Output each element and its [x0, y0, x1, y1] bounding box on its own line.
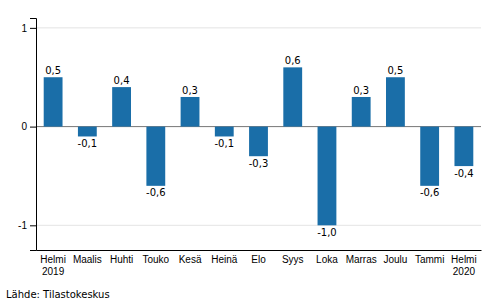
grid-line [36, 225, 481, 226]
y-tick: 0 [21, 121, 36, 132]
bar [420, 127, 439, 186]
x-tick-label-line: Loka [316, 254, 338, 265]
x-tick: Syys [282, 250, 304, 265]
x-tick-label-line: Kesä [179, 254, 202, 265]
y-tick-mark [30, 28, 36, 29]
bar [181, 97, 200, 127]
x-tick-label: Kesä [179, 254, 202, 265]
bar [318, 127, 337, 226]
x-tick-label: Elo [251, 254, 266, 265]
x-tick: Maalis [73, 250, 102, 265]
x-tick-label: Maalis [73, 254, 102, 265]
x-tick-label: Huhti [110, 254, 133, 265]
data-label: 0,5 [45, 65, 61, 76]
bar [386, 77, 405, 126]
x-tick-label: Touko [142, 254, 169, 265]
x-axis-line [37, 250, 482, 251]
x-tick-label: Loka [316, 254, 338, 265]
data-label: 0,4 [114, 75, 130, 86]
chart: -101Helmi2019MaalisHuhtiToukoKesäHeinäEl… [0, 0, 493, 304]
x-tick-label: Heinä [211, 254, 238, 265]
x-tick-label: Marras [346, 254, 377, 265]
x-tick: Helmi2020 [451, 250, 477, 277]
x-tick-label: Tammi [415, 254, 444, 265]
bar [215, 127, 234, 137]
x-tick-label-line: Huhti [110, 254, 133, 265]
bar [283, 67, 302, 126]
source: Lähde: Tilastokeskus [6, 289, 110, 300]
x-tick-label-line: Marras [346, 254, 377, 265]
data-label: -0,6 [146, 187, 166, 198]
bar [44, 77, 63, 126]
grid [36, 28, 481, 225]
grid-line [36, 27, 481, 28]
x-tick-label-line: Helmi [40, 254, 66, 265]
data-label: -0,6 [420, 187, 440, 198]
bar [78, 127, 97, 137]
data-label: 0,6 [285, 55, 301, 66]
data-label: -0,4 [454, 168, 474, 179]
x-tick-label: Syys [282, 254, 304, 265]
x-tick-label-line: 2019 [42, 266, 65, 277]
x-tick: Joulu [383, 250, 407, 265]
data-label: -0,3 [249, 158, 269, 169]
x-tick-label-line: Joulu [383, 254, 407, 265]
bar [352, 97, 371, 127]
bars [44, 67, 474, 225]
x-tick: Huhti [110, 250, 133, 265]
x-tick-label-line: Syys [282, 254, 304, 265]
x-tick-label-line: Tammi [415, 254, 444, 265]
x-tick-label: Helmi2020 [451, 254, 477, 277]
x-tick: Tammi [415, 250, 444, 265]
x-tick-label-line: Elo [251, 254, 266, 265]
x-tick: Elo [251, 250, 266, 265]
y-tick-label: -1 [18, 220, 27, 231]
data-label: -0,1 [78, 138, 98, 149]
x-tick: Touko [142, 250, 169, 265]
bar [454, 127, 473, 166]
x-tick: Loka [316, 250, 338, 265]
x-tick-label: Joulu [383, 254, 407, 265]
data-label: -0,1 [215, 138, 235, 149]
x-tick: Marras [346, 250, 377, 265]
x-tick-label-line: Maalis [73, 254, 102, 265]
y-axis-line [30, 19, 37, 251]
bar [112, 87, 131, 126]
x-tick-label-line: Heinä [211, 254, 238, 265]
data-label: 0,3 [353, 85, 369, 96]
y-tick-mark [30, 225, 36, 226]
y-tick-mark [30, 127, 36, 128]
x-axis: Helmi2019MaalisHuhtiToukoKesäHeinäEloSyy… [37, 250, 482, 277]
x-tick-label-line: Touko [142, 254, 169, 265]
y-axis: -1 0 1 [18, 19, 36, 251]
data-labels: 0,5 -0,1 0,4 -0,6 0,3 -0,1 -0,3 0,6 -1,0 0,3 0,5 -0… [45, 55, 473, 237]
data-label: -1,0 [317, 227, 337, 238]
y-tick: -1 [18, 220, 36, 231]
data-label: 0,3 [182, 85, 198, 96]
x-tick-label: Helmi2019 [40, 254, 66, 277]
x-tick-label-line: Helmi [451, 254, 477, 265]
data-label: 0,5 [387, 65, 403, 76]
y-tick-label: 1 [21, 23, 27, 34]
y-tick-label: 0 [21, 121, 27, 132]
x-tick-label-line: 2020 [453, 266, 476, 277]
bar [249, 127, 268, 157]
x-tick: Heinä [211, 250, 238, 265]
x-tick: Helmi2019 [40, 250, 66, 277]
x-tick: Kesä [179, 250, 202, 265]
bar [146, 127, 165, 186]
y-tick: 1 [21, 23, 36, 34]
